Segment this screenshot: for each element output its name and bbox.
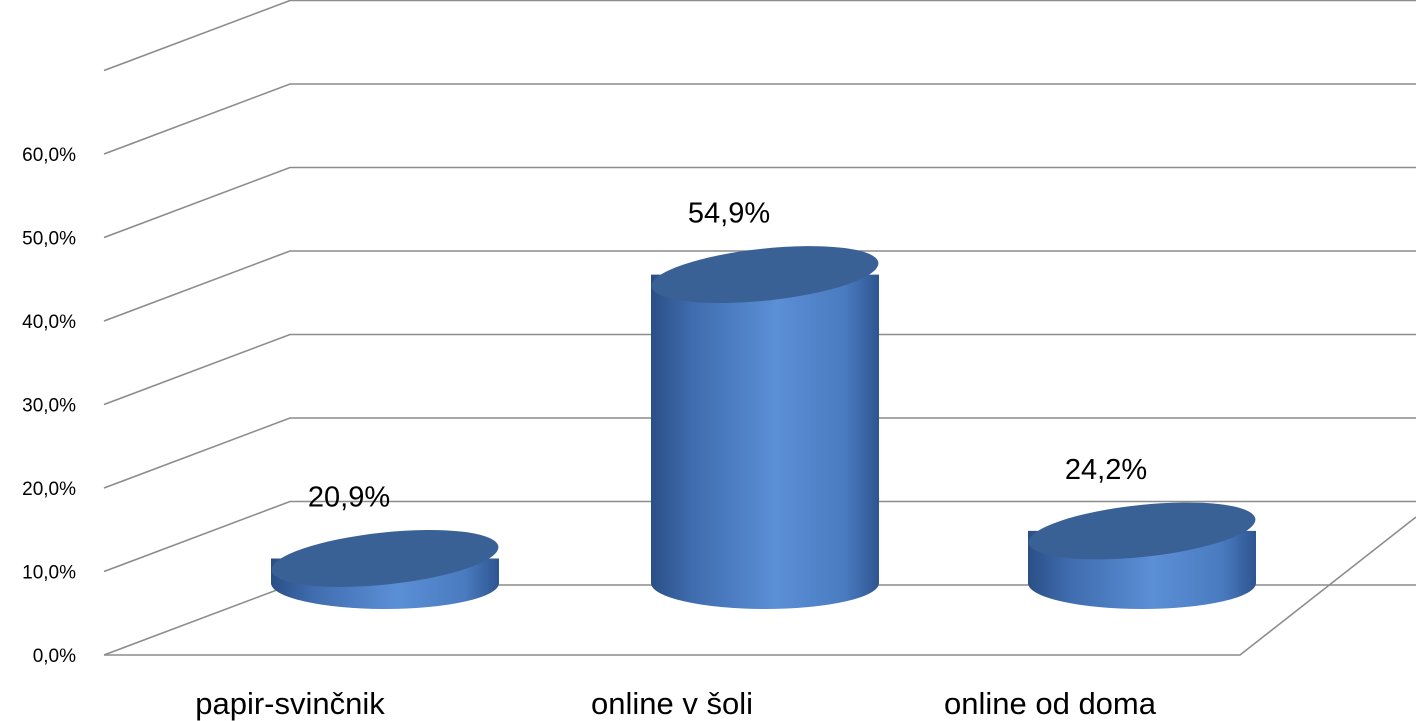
gridline (103, 0, 1416, 72)
y-tick-label: 20,0% (22, 479, 76, 500)
bar-top (1028, 502, 1256, 560)
category-label: papir-svinčnik (195, 686, 385, 721)
category-label: online od doma (944, 686, 1157, 721)
gridline (103, 500, 1416, 573)
data-label: 20,9% (308, 481, 390, 513)
data-label: 24,2% (1065, 454, 1147, 486)
gridline (103, 83, 1416, 155)
y-tick-label: 10,0% (22, 563, 76, 584)
bar-3 (1028, 502, 1256, 609)
bar-1 (271, 530, 499, 609)
bar-2 (651, 246, 879, 609)
data-labels: 20,9% 54,9% 24,2% (308, 198, 1147, 514)
floor-edge (104, 516, 1416, 656)
data-label: 54,9% (688, 198, 770, 230)
gridlines (103, 0, 1416, 656)
y-tick-label: 0,0% (33, 646, 76, 667)
y-tick-label: 40,0% (22, 312, 76, 333)
bar-body (651, 274, 879, 609)
gridline (103, 250, 1416, 322)
x-axis-categories: papir-svinčnik online v šoli online od dom… (195, 686, 1157, 721)
y-tick-label: 30,0% (22, 396, 76, 417)
gridline (103, 333, 1416, 406)
y-axis-ticks: 0,0% 10,0% 20,0% 30,0% 40,0% 50,0% 60,0% (22, 145, 76, 667)
category-label: online v šoli (591, 686, 753, 721)
y-tick-label: 50,0% (22, 229, 76, 250)
bars (271, 246, 1256, 609)
gridline (103, 417, 1416, 489)
bar-top (271, 530, 499, 587)
bar-top (651, 246, 879, 304)
gridline (103, 166, 1416, 239)
y-tick-label: 60,0% (22, 145, 76, 166)
